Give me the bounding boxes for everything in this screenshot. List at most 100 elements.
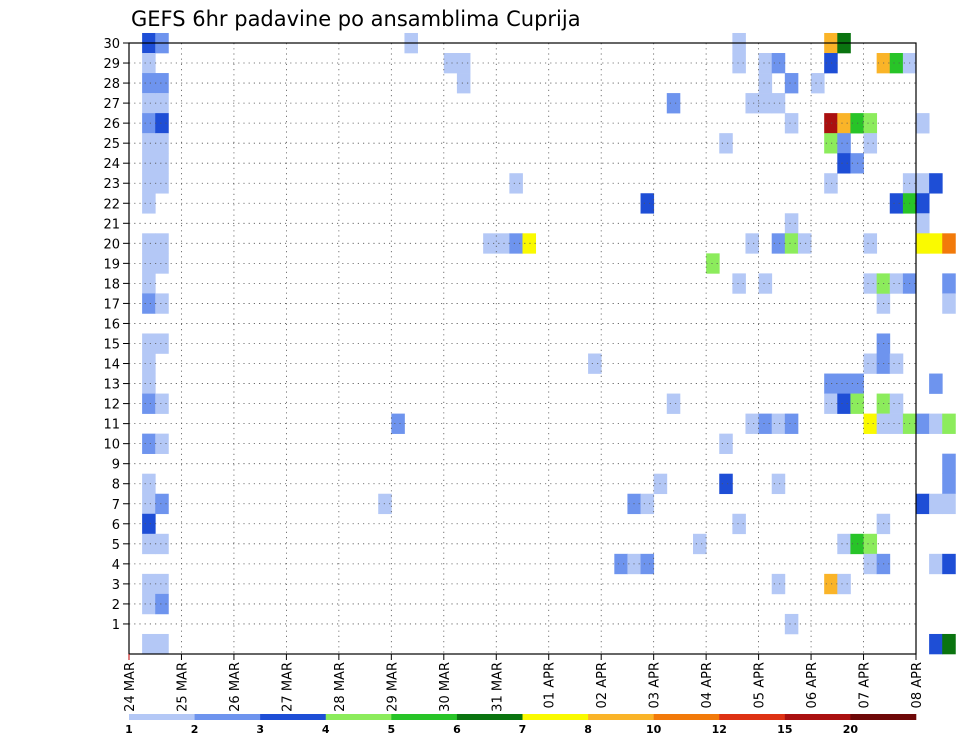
colorbar-label: 1	[125, 723, 133, 736]
heatmap-cell	[732, 53, 746, 74]
plot-frame	[128, 42, 917, 655]
heatmap-cell	[784, 233, 799, 254]
heatmap-cell	[889, 413, 904, 434]
x-tick-label: 07 APR	[858, 662, 873, 708]
heatmap-cell	[155, 133, 169, 154]
heatmap-cell	[837, 133, 851, 154]
heatmap-cell	[929, 553, 943, 575]
heatmap-cell	[784, 73, 799, 94]
colorbar-label: 4	[322, 723, 330, 736]
heatmap-cell	[837, 533, 851, 555]
heatmap-cell	[916, 113, 930, 134]
heatmap-cell	[142, 633, 156, 655]
y-tick-label: 23	[103, 177, 120, 192]
heatmap-cell	[155, 533, 169, 555]
heatmap-cell	[758, 93, 773, 114]
heatmap-cell	[719, 433, 733, 454]
colorbar-swatch	[325, 714, 392, 720]
heatmap-cell	[142, 93, 156, 114]
heatmap-cell	[745, 413, 759, 434]
heatmap-cell	[666, 93, 681, 114]
heatmap-cell	[155, 593, 169, 615]
heatmap-cell	[142, 153, 156, 174]
heatmap-cell	[155, 393, 169, 414]
heatmap-cell	[824, 573, 838, 595]
colorbar-label: 8	[584, 723, 592, 736]
grid-lines	[129, 42, 916, 654]
heatmap-cell	[155, 573, 169, 595]
heatmap-cell	[771, 93, 786, 114]
heatmap-cell	[929, 493, 943, 515]
heatmap-cell	[889, 273, 904, 294]
y-tick-label: 1	[112, 618, 120, 633]
y-tick-label: 28	[103, 77, 120, 92]
heatmap-cell	[942, 553, 956, 575]
heatmap-cell	[942, 473, 956, 495]
heatmap-cell	[155, 333, 169, 354]
heatmap-cell	[784, 213, 799, 234]
heatmap-cell	[942, 293, 956, 314]
heatmap-cell	[916, 233, 930, 254]
heatmap-cell	[942, 493, 956, 515]
heatmap-cell	[142, 53, 156, 74]
heatmap-cell	[142, 233, 156, 254]
colorbar-label: 20	[843, 723, 859, 736]
colorbar-swatch	[194, 714, 261, 720]
heatmap-cell	[929, 233, 943, 254]
heatmap-cell	[155, 493, 169, 515]
heatmap-cell	[837, 573, 851, 595]
heatmap-cell	[916, 173, 930, 194]
heatmap-cell	[771, 573, 786, 595]
y-tick-label: 2	[112, 598, 120, 613]
y-tick-label: 16	[103, 317, 120, 332]
colorbar-swatch	[391, 714, 458, 720]
heatmap-cell	[155, 293, 169, 314]
heatmap-cell	[155, 93, 169, 114]
heatmap-cell	[824, 173, 838, 194]
heatmap-cell	[732, 273, 746, 294]
heatmap-cell	[889, 353, 904, 374]
x-tick-label: 26 MAR	[228, 662, 243, 712]
heatmap-cell	[758, 53, 773, 74]
colorbar-swatch	[456, 714, 523, 720]
heatmap-cell	[824, 53, 838, 74]
heatmap-cell	[155, 73, 169, 94]
heatmap-cell	[666, 393, 681, 414]
heatmap-cell	[929, 373, 943, 394]
x-tick-label: 27 MAR	[280, 662, 295, 712]
heatmap-cell	[522, 233, 537, 254]
colorbar-label: 12	[712, 723, 727, 736]
heatmap-cell	[142, 73, 156, 94]
heatmap-cell	[155, 233, 169, 254]
heatmap-cell	[155, 633, 169, 655]
heatmap-cell	[640, 493, 655, 515]
colorbar-swatch	[653, 714, 720, 720]
y-tick-label: 3	[112, 578, 120, 593]
x-axis: 24 MAR 25 MAR 26 MAR 27 MAR 28 MAR 29 MAR 30 M…	[123, 654, 925, 712]
heatmap-cell	[824, 373, 838, 394]
heatmap-cell	[706, 253, 720, 274]
x-tick-label: 05 APR	[753, 662, 768, 708]
heatmap-cell	[929, 413, 943, 434]
heatmap-cell	[916, 213, 930, 234]
x-tick-label: 01 APR	[543, 662, 558, 708]
heatmap-cell	[483, 233, 497, 254]
heatmap-cell	[142, 573, 156, 595]
heatmap-cell	[863, 553, 878, 575]
colorbar-label: 10	[646, 723, 662, 736]
heatmap-cell	[929, 633, 943, 655]
heatmap-cell	[863, 533, 878, 555]
x-tick-label: 06 APR	[805, 662, 820, 708]
heatmap-cell	[142, 473, 156, 495]
heatmap-cell	[732, 513, 746, 535]
colorbar-swatch	[588, 714, 654, 720]
heatmap-cell	[942, 233, 956, 254]
heatmap-cell	[496, 233, 510, 254]
heatmap-cell	[942, 413, 956, 434]
y-tick-label: 15	[103, 337, 120, 352]
y-tick-label: 25	[103, 137, 120, 152]
heatmap-cell	[889, 53, 904, 74]
y-tick-label: 19	[103, 257, 120, 272]
heatmap-cell	[863, 133, 878, 154]
